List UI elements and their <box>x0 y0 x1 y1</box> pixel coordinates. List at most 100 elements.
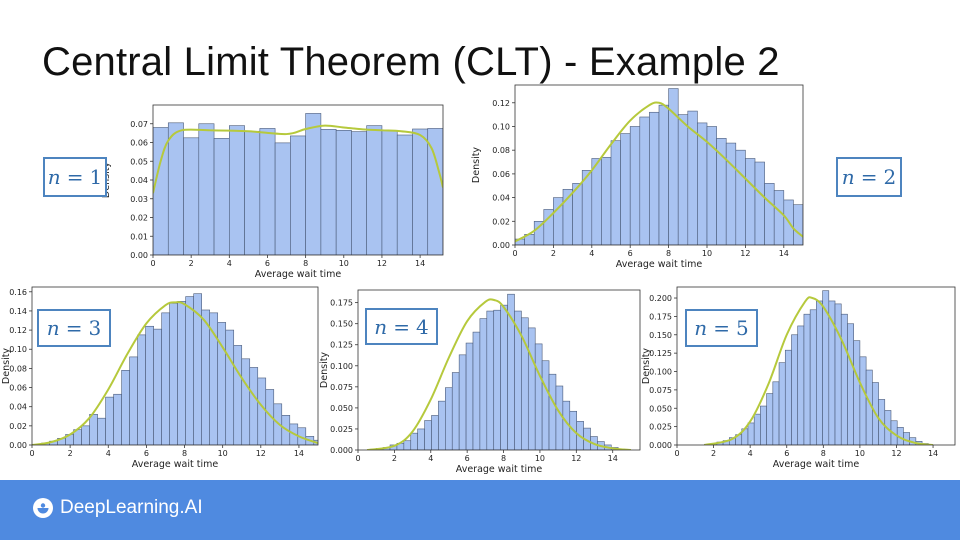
x-tick-label: 6 <box>784 449 789 458</box>
x-tick-label: 2 <box>68 449 73 458</box>
y-tick-label: 0.14 <box>9 307 27 316</box>
histogram-bar <box>735 149 746 245</box>
histogram-bar <box>335 130 352 255</box>
y-tick-label: 0.01 <box>130 232 148 241</box>
y-tick-label: 0.200 <box>649 294 672 303</box>
x-tick-label: 0 <box>150 259 155 268</box>
sample-size-value: 5 <box>735 316 749 340</box>
plot-frame <box>676 286 956 446</box>
x-tick-label: 10 <box>218 449 228 458</box>
x-axis-label: Average wait time <box>616 259 703 270</box>
y-tick-label: 0.150 <box>330 320 353 329</box>
x-axis-label: Average wait time <box>456 464 543 475</box>
histogram-bar <box>629 126 641 245</box>
sample-size-value: 2 <box>883 165 897 189</box>
density-curve <box>366 298 631 450</box>
histogram-bar <box>129 356 138 445</box>
histogram-bar <box>167 122 184 255</box>
histogram-bar <box>213 138 230 255</box>
histogram-bar <box>113 393 122 445</box>
brand-name: DeepLearning.AI <box>60 497 203 518</box>
y-tick-label: 0.06 <box>492 170 510 179</box>
histogram-bar <box>229 125 245 255</box>
x-tick-label: 14 <box>294 449 304 458</box>
histogram-bar <box>816 300 823 445</box>
x-axis-label: Average wait time <box>773 459 860 470</box>
histogram-bar <box>493 309 501 450</box>
histogram-bar <box>259 128 276 255</box>
y-tick-label: 0.000 <box>330 446 353 455</box>
density-curve <box>704 296 934 445</box>
sample-size-label-n4: n = 4 <box>365 308 438 345</box>
histogram-bar <box>465 342 474 450</box>
y-tick-label: 0.04 <box>130 176 148 185</box>
histogram-bar <box>527 327 536 450</box>
histogram-bar <box>145 325 154 445</box>
histogram-bar <box>305 113 322 255</box>
x-tick-label: 10 <box>535 454 545 463</box>
y-tick-label: 0.075 <box>330 383 353 392</box>
x-tick-label: 12 <box>740 249 750 258</box>
histogram-bar <box>764 183 775 245</box>
histogram-bar <box>81 425 90 445</box>
density-curve <box>153 124 443 194</box>
y-tick-label: 0.125 <box>649 349 672 358</box>
sample-size-value: 1 <box>89 165 103 189</box>
sample-size-label-n1: n = 1 <box>43 157 107 197</box>
histogram-bar <box>797 325 805 445</box>
histogram-bar <box>541 360 550 450</box>
histogram-n1: 0 2 4 6 8 10 12 14 0.00 0.01 0.02 0.03 0.04 0.05 0.06 0… <box>101 104 444 280</box>
x-tick-label: 12 <box>256 449 266 458</box>
histogram-bar <box>853 340 861 445</box>
histogram-bar <box>677 114 689 245</box>
deeplearning-logo-icon <box>33 498 53 518</box>
histogram-bar <box>89 414 98 445</box>
y-tick-label: 0.05 <box>130 157 148 166</box>
y-axis-label: Density <box>471 147 482 183</box>
histogram-bar <box>760 405 767 445</box>
x-axis-label: Average wait time <box>132 459 219 470</box>
histogram-bar <box>320 129 337 255</box>
x-tick-label: 14 <box>415 259 425 268</box>
x-tick-label: 12 <box>571 454 581 463</box>
histogram-bar <box>244 130 261 255</box>
plot-frame <box>357 289 641 451</box>
y-tick-label: 0.02 <box>492 217 510 226</box>
sample-size-label-n5: n = 5 <box>685 309 758 347</box>
histogram-n4: 0 2 4 6 8 10 12 14 0.000 0.025 0.050 0.075 0.100 0.12… <box>319 289 641 475</box>
x-tick-label: 0 <box>355 454 360 463</box>
y-tick-label: 0.00 <box>130 251 148 260</box>
y-tick-label: 0.08 <box>492 146 510 155</box>
histogram-bar <box>410 432 418 450</box>
y-tick-label: 0.050 <box>330 404 353 413</box>
slide-title: Central Limit Theorem (CLT) - Example 2 <box>42 40 780 84</box>
histogram-bar <box>225 329 235 445</box>
y-tick-label: 0.12 <box>9 326 27 335</box>
histogram-bar <box>859 356 867 445</box>
y-tick-label: 0.000 <box>649 441 672 450</box>
histogram-n2: 0 2 4 6 8 10 12 14 0.00 0.02 0.04 0.06 0.08 0.10 0.12 A… <box>471 84 804 270</box>
histogram-bar <box>105 396 114 445</box>
plot-frame <box>514 84 804 246</box>
histogram-bar <box>97 417 106 445</box>
histogram-bar <box>791 334 799 445</box>
histogram-bar <box>417 428 425 450</box>
histogram-bar <box>185 296 194 445</box>
histogram-bar <box>773 190 785 245</box>
bars-group <box>366 293 631 450</box>
histogram-bar <box>381 130 398 255</box>
x-tick-label: 4 <box>106 449 111 458</box>
plot-frame <box>31 286 319 446</box>
histogram-bar <box>620 133 631 245</box>
histogram-bar <box>451 372 460 450</box>
x-tick-label: 8 <box>182 449 187 458</box>
y-tick-label: 0.10 <box>492 122 510 131</box>
x-tick-label: 12 <box>377 259 387 268</box>
bars-group <box>515 88 803 245</box>
histogram-bar <box>201 309 211 445</box>
histogram-bar <box>366 125 383 255</box>
histogram-bar <box>754 161 765 245</box>
histogram-bar <box>725 142 737 245</box>
histogram-bar <box>472 331 481 450</box>
x-tick-label: 8 <box>821 449 826 458</box>
